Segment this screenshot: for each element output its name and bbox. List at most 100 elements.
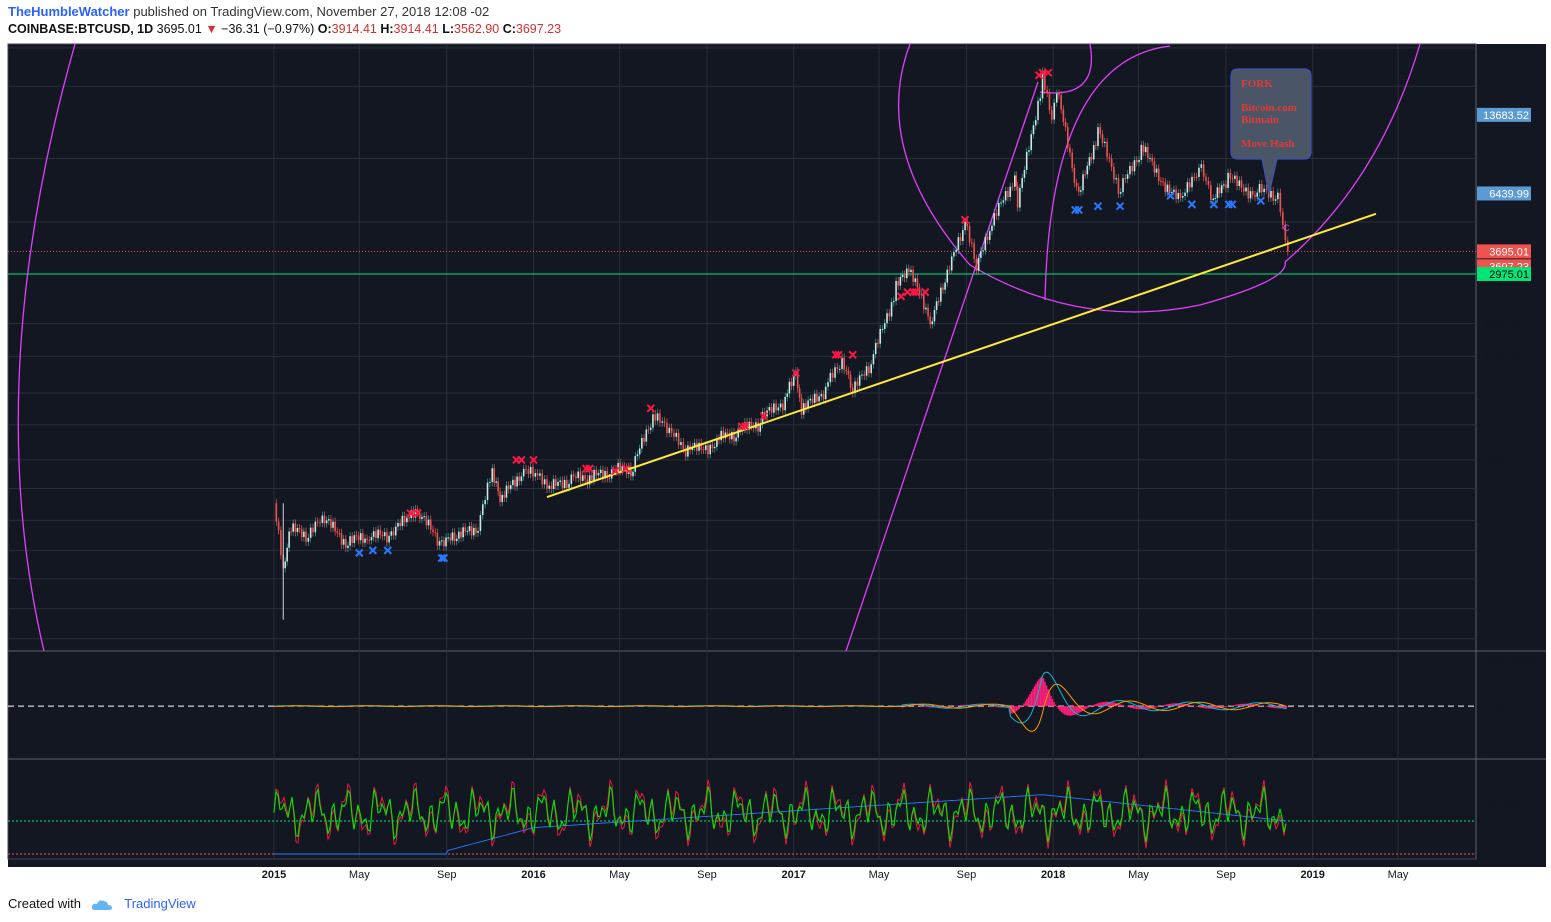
- candle-body: [1090, 157, 1093, 160]
- candle-body: [1021, 177, 1023, 188]
- fan-arc: [17, 43, 76, 652]
- candle-body: [1261, 183, 1263, 193]
- candle-body: [888, 313, 891, 317]
- candle-body: [733, 431, 735, 442]
- candle-body: [1225, 184, 1227, 188]
- candle-body: [1200, 164, 1203, 168]
- candle-body: [977, 257, 980, 271]
- candle-body: [436, 532, 439, 546]
- candle-body: [879, 328, 882, 344]
- candle-body: [634, 456, 637, 472]
- candle-body: [770, 407, 773, 413]
- candle-body: [445, 537, 447, 547]
- candle-body: [458, 531, 460, 539]
- candle-body: [722, 430, 725, 439]
- candle-body: [1034, 120, 1037, 126]
- candle-body: [636, 454, 639, 457]
- candle-body: [735, 437, 737, 442]
- candle-body: [995, 213, 998, 216]
- candle-body: [362, 533, 364, 543]
- candle-body: [711, 444, 714, 449]
- candle-body: [300, 529, 303, 538]
- candle-body: [447, 537, 449, 539]
- candle-body: [406, 517, 408, 523]
- candle-body: [440, 540, 443, 542]
- candle-body: [813, 393, 816, 403]
- buy-marker: [437, 553, 446, 563]
- candle-body: [292, 523, 294, 532]
- candle-body: [1082, 174, 1084, 191]
- candle-body: [798, 388, 801, 398]
- candle-body: [1157, 168, 1160, 181]
- candle-body: [527, 469, 530, 474]
- sell-marker: [585, 464, 594, 473]
- candle-body: [330, 519, 332, 528]
- candle-body: [296, 528, 299, 533]
- published-text: published on TradingView.com, November 2…: [133, 4, 490, 19]
- candle-body: [1015, 175, 1018, 187]
- candle-body: [512, 479, 514, 486]
- candle-body: [543, 479, 546, 485]
- candle-body: [630, 466, 632, 477]
- buy-marker: [368, 546, 378, 555]
- candle-body: [944, 282, 946, 290]
- candle-body: [340, 532, 343, 545]
- price-label-bg: [1477, 244, 1531, 259]
- candle-body: [1245, 187, 1247, 192]
- candle-body: [1147, 146, 1149, 159]
- candle-body: [591, 475, 593, 481]
- sell-marker: [921, 287, 930, 297]
- candle-body: [1193, 176, 1196, 178]
- author-link[interactable]: TheHumbleWatcher: [8, 4, 130, 19]
- candle-body: [602, 469, 604, 479]
- candle-body: [720, 430, 722, 441]
- candle-body: [908, 268, 910, 273]
- fan-arc: [1284, 43, 1421, 263]
- candle-body: [621, 466, 624, 471]
- buy-marker: [383, 546, 392, 555]
- candle-body: [327, 519, 330, 521]
- candle-body: [966, 221, 969, 227]
- candle-body: [948, 269, 951, 271]
- candle-body: [1170, 191, 1173, 193]
- last-price: 3695.01: [156, 22, 202, 36]
- osc1-tick-label: 0.0000: [1484, 701, 1518, 713]
- candle-body: [1263, 188, 1265, 193]
- candle-body: [854, 381, 856, 394]
- candle-body: [1177, 192, 1180, 200]
- candle-body: [1046, 89, 1048, 93]
- x-tick-label: 2015: [262, 869, 286, 881]
- candle-body: [782, 403, 784, 411]
- candle-body: [1279, 192, 1282, 213]
- candle-body: [739, 428, 742, 431]
- sell-marker: [1044, 68, 1053, 77]
- candle-body: [784, 396, 786, 411]
- tradingview-link[interactable]: TradingView: [124, 896, 196, 911]
- candle-body: [332, 521, 334, 528]
- price-axis-label: 2975.01: [1477, 266, 1531, 281]
- candle-body: [1064, 121, 1067, 128]
- candle-body: [1218, 187, 1221, 194]
- candle-body: [847, 370, 850, 375]
- candle-body: [552, 479, 555, 490]
- candle-body: [1039, 98, 1042, 101]
- candle-body: [973, 243, 975, 259]
- candle-body: [927, 307, 929, 317]
- candle-body: [499, 491, 501, 502]
- candle-body: [1236, 175, 1238, 187]
- sell-marker: [831, 350, 840, 360]
- candle-body: [1131, 165, 1133, 172]
- candle-body: [997, 202, 1000, 216]
- candle-body: [986, 236, 989, 240]
- candle-body: [663, 421, 666, 423]
- candle-body: [845, 369, 848, 371]
- candle-body: [916, 278, 919, 288]
- candle-body: [1060, 95, 1062, 110]
- candle-body: [1202, 164, 1205, 177]
- price-axis-label: 6439.99: [1477, 186, 1531, 201]
- candle-body: [368, 540, 371, 542]
- published-line: TheHumbleWatcher published on TradingVie…: [8, 4, 489, 19]
- candle-body: [470, 526, 473, 536]
- y-tick-label: 700.00: [1484, 420, 1518, 432]
